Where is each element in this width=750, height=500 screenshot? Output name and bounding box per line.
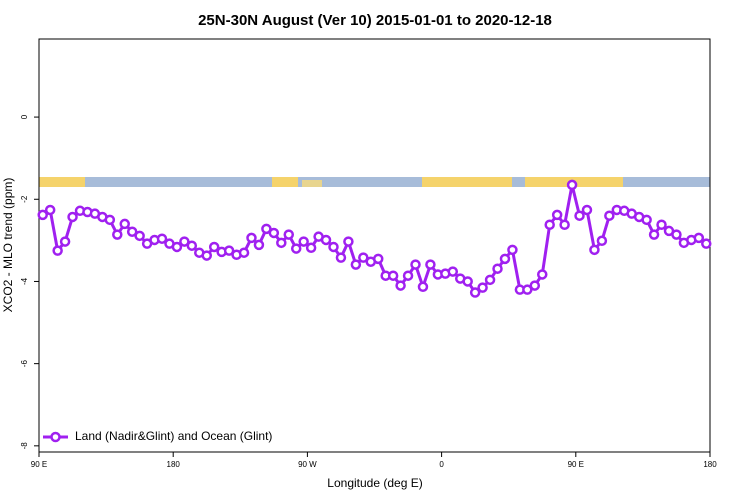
data-point [67, 211, 78, 223]
data-point [343, 236, 354, 247]
data-point [37, 209, 48, 221]
y-tick-label: -4 [20, 277, 29, 285]
data-point [522, 284, 533, 295]
data-point [238, 247, 250, 258]
data-point [156, 233, 168, 244]
data-point [566, 179, 578, 191]
data-point [395, 280, 406, 291]
data-point [551, 209, 563, 221]
data-point [581, 204, 593, 216]
data-point [387, 270, 399, 281]
data-point [119, 218, 130, 230]
x-tick-label: 0 [439, 460, 444, 469]
data-point [537, 269, 548, 280]
data-point [112, 229, 123, 240]
y-axis-label: XCO2 - MLO trend (ppm) [1, 178, 15, 313]
data-point [134, 230, 145, 242]
data-point [604, 210, 615, 221]
data-point [410, 259, 421, 270]
data-point [574, 210, 585, 221]
y-tick-label: -8 [20, 442, 29, 450]
data-point [402, 270, 414, 281]
data-point [589, 244, 600, 256]
data-point [544, 219, 555, 230]
data-point [335, 252, 347, 263]
data-point [358, 252, 369, 263]
data-point [671, 229, 682, 240]
data-point [223, 245, 235, 256]
data-point [320, 234, 332, 246]
y-tick-label: 0 [20, 114, 29, 119]
chart-title: 25N-30N August (Ver 10) 2015-01-01 to 20… [198, 12, 552, 29]
data-point [201, 250, 212, 261]
data-point [171, 241, 183, 253]
data-point [693, 232, 705, 244]
data-point [596, 235, 608, 247]
data-point [469, 287, 481, 298]
data-point [499, 253, 511, 265]
data-point [208, 241, 220, 253]
data-point [507, 244, 518, 256]
data-point [298, 236, 309, 247]
y-tick-label: -6 [20, 360, 29, 368]
data-point [59, 236, 71, 247]
data-point [246, 232, 257, 244]
data-point [447, 266, 459, 277]
land-ocean-strip [39, 177, 710, 187]
data-point [462, 276, 473, 287]
data-point [477, 282, 488, 293]
data-point [268, 227, 280, 239]
data-point [44, 204, 56, 216]
data-point [305, 242, 317, 254]
data-point [656, 219, 667, 230]
data-point [350, 259, 362, 270]
data-point [417, 281, 429, 293]
legend-marker [50, 431, 61, 443]
data-point [179, 236, 190, 247]
data-point [492, 263, 503, 274]
data-point [253, 239, 265, 251]
data-point [328, 241, 339, 253]
data-point [701, 238, 712, 249]
x-tick-label: 180 [167, 460, 181, 469]
data-point [283, 229, 295, 240]
data-point [261, 223, 272, 235]
data-point [529, 280, 541, 291]
data-point [104, 214, 116, 226]
x-tick-label: 90 E [31, 460, 47, 469]
data-point [276, 237, 287, 249]
x-tick-label: 180 [703, 460, 717, 469]
data-point [648, 229, 660, 240]
legend-label: Land (Nadir&Glint) and Ocean (Glint) [75, 429, 272, 443]
x-axis-label: Longitude (deg E) [327, 476, 422, 490]
x-tick-label: 90 E [568, 460, 584, 469]
data-point [484, 274, 496, 286]
data-point [425, 259, 436, 270]
data-point [52, 245, 63, 256]
data-point [186, 240, 198, 251]
data-point [126, 226, 138, 237]
data-point [641, 214, 652, 226]
y-tick-label: -2 [20, 195, 29, 203]
data-point [372, 253, 384, 265]
x-tick-label: 90 W [298, 460, 317, 469]
data-point [559, 219, 570, 230]
data-point [290, 243, 302, 254]
plot-frame [38, 38, 711, 453]
